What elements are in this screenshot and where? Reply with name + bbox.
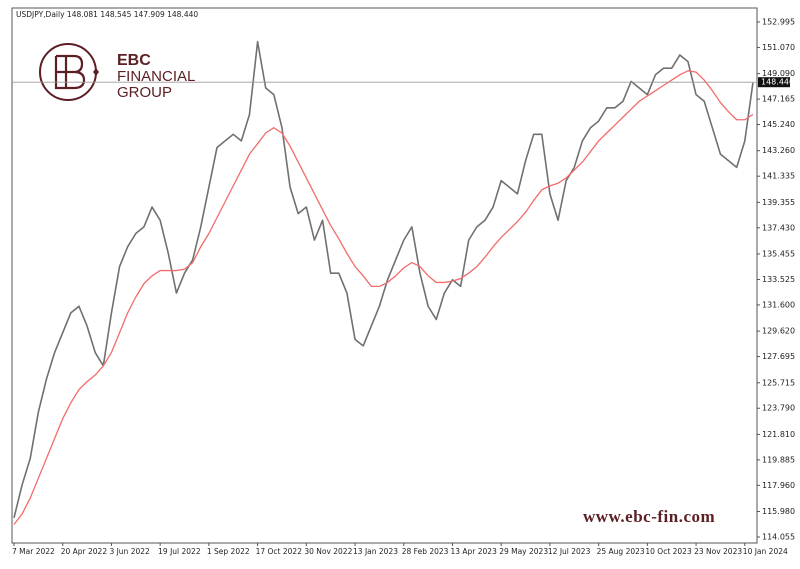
- y-tick-label: 121.810: [762, 430, 795, 439]
- watermark: www.ebc-fin.com: [583, 507, 715, 526]
- y-tick-label: 127.695: [762, 352, 795, 361]
- logo-text: FINANCIAL: [117, 68, 195, 85]
- x-tick-label: 19 Jul 2022: [158, 547, 201, 556]
- y-tick-label: 145.240: [762, 120, 795, 129]
- y-tick-label: 131.600: [762, 300, 795, 309]
- x-tick-label: 12 Jul 2023: [548, 547, 591, 556]
- x-tick-label: 28 Feb 2023: [402, 547, 449, 556]
- y-tick-label: 133.525: [762, 275, 795, 284]
- x-tick-label: 10 Oct 2023: [645, 547, 692, 556]
- x-tick-label: 3 Jun 2022: [109, 547, 150, 556]
- y-tick-label: 117.960: [762, 481, 795, 490]
- logo-diamond: [93, 68, 99, 76]
- y-tick-label: 114.055: [762, 532, 795, 541]
- logo-glyph: [54, 54, 86, 90]
- x-tick-label: 1 Sep 2022: [207, 547, 250, 556]
- plot-frame: [11, 7, 758, 544]
- x-tick-label: 13 Apr 2023: [450, 547, 497, 556]
- x-tick-label: 10 Jan 2024: [743, 547, 788, 556]
- price-line: [13, 70, 754, 525]
- y-tick-label: 151.070: [762, 43, 795, 52]
- x-tick-label: 20 Apr 2022: [61, 547, 108, 556]
- y-tick-label: 123.790: [762, 404, 795, 413]
- y-tick-label: 135.455: [762, 249, 795, 258]
- y-tick-label: 149.090: [762, 69, 795, 78]
- x-tick-label: 23 Nov 2023: [694, 547, 742, 556]
- price-line: [13, 40, 754, 519]
- y-tick-label: 137.430: [762, 223, 795, 232]
- x-tick-label: 7 Mar 2022: [12, 547, 55, 556]
- y-tick-label: 147.165: [762, 95, 795, 104]
- current-price-label: 148.440: [761, 78, 794, 87]
- logo-text: GROUP: [117, 84, 172, 101]
- y-tick-label: 119.885: [762, 455, 795, 464]
- current-price-box: [758, 77, 790, 88]
- y-tick-label: 139.355: [762, 198, 795, 207]
- x-tick-label: 29 May 2023: [499, 547, 548, 556]
- y-tick-label: 129.620: [762, 327, 795, 336]
- x-tick-label: 13 Jan 2023: [353, 547, 398, 556]
- chart-subtitle: USDJPY,Daily 148.081 148.545 147.909 148…: [16, 10, 198, 19]
- x-tick-label: 25 Aug 2023: [597, 547, 645, 556]
- y-tick-label: 143.260: [762, 146, 795, 155]
- y-tick-label: 152.995: [762, 17, 795, 26]
- y-tick-label: 115.980: [762, 507, 795, 516]
- y-tick-label: 141.335: [762, 172, 795, 181]
- logo-text: EBC: [117, 52, 151, 69]
- x-tick-label: 30 Nov 2022: [304, 547, 352, 556]
- x-tick-label: 17 Oct 2022: [256, 547, 303, 556]
- logo: EBC FINANCIAL GROUP: [39, 43, 195, 101]
- y-tick-label: 125.715: [762, 378, 795, 387]
